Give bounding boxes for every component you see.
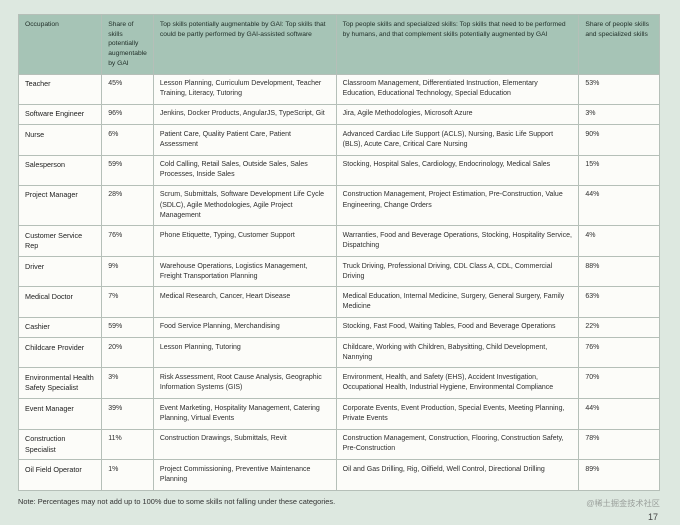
augmentable-skills-cell: Lesson Planning, Tutoring [152,337,337,369]
header-people-skills: Top people skills and specialized skills… [335,14,580,75]
occupation-cell: Medical Doctor [17,286,103,318]
share-augmentable-cell: 11% [101,428,154,461]
share-augmentable-cell: 20% [101,337,154,369]
share-people-cell: 76% [578,337,660,369]
augmentable-skills-cell: Scrum, Submittals, Software Development … [152,184,337,227]
share-people-cell: 53% [578,73,660,105]
table-row: Cashier 59% Food Service Planning, Merch… [17,316,660,339]
people-skills-cell: Medical Education, Internal Medicine, Su… [335,286,580,318]
occupation-cell: Oil Field Operator [17,459,103,491]
share-augmentable-cell: 59% [101,316,154,339]
table-row: Driver 9% Warehouse Operations, Logistic… [17,256,660,288]
share-people-cell: 88% [578,256,660,288]
augmentable-skills-cell: Risk Assessment, Root Cause Analysis, Ge… [152,367,337,400]
people-skills-cell: Environment, Health, and Safety (EHS), A… [335,367,580,400]
people-skills-cell: Classroom Management, Differentiated Ins… [335,73,580,105]
skills-table: Occupation Share of skills potentially a… [17,14,660,491]
occupation-cell: Cashier [17,316,103,339]
people-skills-cell: Truck Driving, Professional Driving, CDL… [335,256,580,288]
table-row: Medical Doctor 7% Medical Research, Canc… [17,286,660,318]
augmentable-skills-cell: Warehouse Operations, Logistics Manageme… [152,256,337,288]
table-body: Teacher 45% Lesson Planning, Curriculum … [17,73,660,491]
augmentable-skills-cell: Cold Calling, Retail Sales, Outside Sale… [152,154,337,186]
people-skills-cell: Construction Management, Project Estimat… [335,184,580,227]
augmentable-skills-cell: Event Marketing, Hospitality Management,… [152,398,337,430]
share-people-cell: 44% [578,398,660,430]
people-skills-cell: Advanced Cardiac Life Support (ACLS), Nu… [335,124,580,156]
augmentable-skills-cell: Food Service Planning, Merchandising [152,316,337,339]
share-people-cell: 4% [578,225,660,258]
occupation-cell: Nurse [17,124,103,156]
people-skills-cell: Corporate Events, Event Production, Spec… [335,398,580,430]
table-row: Salesperson 59% Cold Calling, Retail Sal… [17,154,660,186]
share-augmentable-cell: 39% [101,398,154,430]
share-people-cell: 44% [578,184,660,227]
occupation-cell: Driver [17,256,103,288]
occupation-cell: Childcare Provider [17,337,103,369]
share-people-cell: 3% [578,103,660,126]
people-skills-cell: Jira, Agile Methodologies, Microsoft Azu… [335,103,580,126]
augmentable-skills-cell: Jenkins, Docker Products, AngularJS, Typ… [152,103,337,126]
header-row: Occupation Share of skills potentially a… [17,14,660,75]
table-row: Oil Field Operator 1% Project Commission… [17,459,660,491]
share-augmentable-cell: 7% [101,286,154,318]
share-augmentable-cell: 6% [101,124,154,156]
table-row: Construction Specialist 11% Construction… [17,428,660,461]
table-row: Software Engineer 96% Jenkins, Docker Pr… [17,103,660,126]
header-augmentable-skills: Top skills potentially augmentable by GA… [152,14,337,75]
people-skills-cell: Warranties, Food and Beverage Operations… [335,225,580,258]
table-row: Project Manager 28% Scrum, Submittals, S… [17,184,660,227]
augmentable-skills-cell: Medical Research, Cancer, Heart Disease [152,286,337,318]
occupation-cell: Customer Service Rep [17,225,103,258]
share-augmentable-cell: 3% [101,367,154,400]
share-augmentable-cell: 96% [101,103,154,126]
occupation-cell: Teacher [17,73,103,105]
people-skills-cell: Construction Management, Construction, F… [335,428,580,461]
occupation-cell: Environmental Health Safety Specialist [17,367,103,400]
table-row: Environmental Health Safety Specialist 3… [17,367,660,400]
augmentable-skills-cell: Construction Drawings, Submittals, Revit [152,428,337,461]
occupation-cell: Software Engineer [17,103,103,126]
people-skills-cell: Stocking, Fast Food, Waiting Tables, Foo… [335,316,580,339]
share-people-cell: 63% [578,286,660,318]
table-row: Nurse 6% Patient Care, Quality Patient C… [17,124,660,156]
augmentable-skills-cell: Phone Etiquette, Typing, Customer Suppor… [152,225,337,258]
table-row: Customer Service Rep 76% Phone Etiquette… [17,225,660,258]
header-share-augmentable: Share of skills potentially augmentable … [101,14,154,75]
share-augmentable-cell: 76% [101,225,154,258]
page-number: 17 [647,512,658,522]
share-augmentable-cell: 45% [101,73,154,105]
people-skills-cell: Childcare, Working with Children, Babysi… [335,337,580,369]
share-people-cell: 22% [578,316,660,339]
augmentable-skills-cell: Patient Care, Quality Patient Care, Pati… [152,124,337,156]
share-people-cell: 15% [578,154,660,186]
share-people-cell: 89% [578,459,660,491]
header-share-people: Share of people skills and specialized s… [578,14,660,75]
people-skills-cell: Stocking, Hospital Sales, Cardiology, En… [335,154,580,186]
augmentable-skills-cell: Lesson Planning, Curriculum Development,… [152,73,337,105]
augmentable-skills-cell: Project Commissioning, Preventive Mainte… [152,459,337,491]
share-people-cell: 78% [578,428,660,461]
share-augmentable-cell: 59% [101,154,154,186]
table-row: Event Manager 39% Event Marketing, Hospi… [17,398,660,430]
share-augmentable-cell: 28% [101,184,154,227]
share-people-cell: 70% [578,367,660,400]
watermark: @稀土掘金技术社区 [586,498,660,508]
footer-row: Note: Percentages may not add up to 100%… [18,497,660,509]
header-occupation: Occupation [17,14,103,75]
occupation-cell: Event Manager [17,398,103,430]
people-skills-cell: Oil and Gas Drilling, Rig, Oilfield, Wel… [335,459,580,491]
footnote: Note: Percentages may not add up to 100%… [18,496,336,506]
share-augmentable-cell: 1% [101,459,154,491]
occupation-cell: Project Manager [17,184,103,227]
table-row: Childcare Provider 20% Lesson Planning, … [17,337,660,369]
occupation-cell: Construction Specialist [17,428,103,461]
occupation-cell: Salesperson [17,154,103,186]
table-row: Teacher 45% Lesson Planning, Curriculum … [17,73,660,105]
share-augmentable-cell: 9% [101,256,154,288]
share-people-cell: 90% [578,124,660,156]
